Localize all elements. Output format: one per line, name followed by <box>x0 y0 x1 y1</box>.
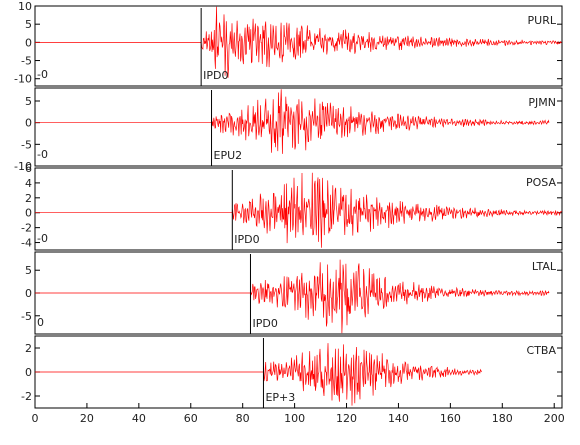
station-name: LTAL <box>532 260 557 273</box>
x-tick-label: 40 <box>132 412 146 425</box>
y-tick-label: 0 <box>25 207 32 220</box>
y-tick-label: -5 <box>21 55 32 68</box>
x-tick-label: 100 <box>284 412 305 425</box>
y-tick-label: 2 <box>25 192 32 205</box>
panel-posa: 6 4 2 0 -2 -4 -0 POSA IPD0 <box>21 162 563 251</box>
waveform-trace <box>35 172 563 248</box>
zero-label: -0 <box>37 148 48 161</box>
y-tick-label: -10 <box>14 160 32 173</box>
waveform-trace <box>35 343 482 406</box>
zero-label: -0 <box>37 68 48 81</box>
phase-label: IPD0 <box>252 317 277 330</box>
x-tick-label: 140 <box>388 412 409 425</box>
y-tick-label: -10 <box>14 73 32 86</box>
x-tick-label: 0 <box>32 412 39 425</box>
panel-pjmn: 5 0 -5 -10 -0 PJMN EPU2 <box>14 87 563 173</box>
y-tick-label: 0 <box>25 287 32 300</box>
x-tick-label: 120 <box>336 412 357 425</box>
x-tick-label: 60 <box>184 412 198 425</box>
y-tick-label: 0 <box>25 36 32 49</box>
y-tick-label: 5 <box>25 18 32 31</box>
waveform-trace <box>35 6 562 78</box>
y-tick-label: 5 <box>25 95 32 108</box>
phase-label: IPD0 <box>234 233 259 246</box>
panel-ltal: 5 0 -5 0 LTAL IPD0 <box>21 251 563 335</box>
phase-label: EP+3 <box>265 391 295 404</box>
y-tick-label: 4 <box>25 177 32 190</box>
waveform-trace <box>35 89 550 154</box>
station-name: CTBA <box>527 344 557 357</box>
x-tick-label: 160 <box>440 412 461 425</box>
phase-label: IPD0 <box>203 69 228 82</box>
station-name: PJMN <box>528 96 556 109</box>
x-tick-label: 80 <box>236 412 250 425</box>
y-tick-label: 2 <box>25 342 32 355</box>
phase-label: EPU2 <box>214 149 243 162</box>
x-tick-label: 20 <box>80 412 94 425</box>
zero-label: 0 <box>37 316 44 329</box>
panel-ctba: 2 0 -2 CTBA EP+3 <box>21 335 563 409</box>
station-name: POSA <box>526 176 556 189</box>
panel-frame <box>34 5 563 87</box>
x-tick-label: 180 <box>492 412 513 425</box>
zero-label: -0 <box>37 232 48 245</box>
panel-frame <box>34 87 563 167</box>
y-tick-label: 0 <box>25 366 32 379</box>
x-tick-label: 200 <box>544 412 565 425</box>
y-tick-label: 0 <box>25 117 32 130</box>
y-tick-label: -5 <box>21 310 32 323</box>
y-tick-label: -2 <box>21 390 32 403</box>
panel-frame <box>34 167 563 251</box>
y-tick-label: -2 <box>21 222 32 235</box>
waveform-trace <box>35 259 550 334</box>
y-tick-label: 6 <box>25 162 32 175</box>
panel-purl: 10 5 0 -5 -10 -0 PURL IPD0 <box>14 0 563 87</box>
y-tick-label: -4 <box>21 237 32 250</box>
y-tick-label: 10 <box>18 0 32 13</box>
y-tick-label: 5 <box>25 264 32 277</box>
station-name: PURL <box>528 14 557 27</box>
y-tick-label: -5 <box>21 138 32 151</box>
